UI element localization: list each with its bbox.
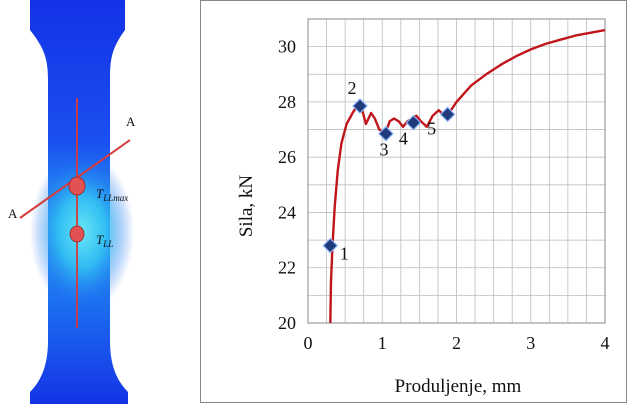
y-tick-label: 30 — [278, 37, 296, 57]
x-tick-label: 1 — [378, 333, 387, 353]
x-axis-label: Produljenje, mm — [395, 376, 522, 397]
label-tll-base: T — [96, 232, 104, 247]
section-label-a-left: A — [8, 206, 18, 221]
marker-point — [352, 98, 368, 114]
marker-point — [405, 114, 422, 131]
chart-border — [200, 0, 627, 403]
x-tick-label: 2 — [452, 333, 461, 353]
label-tllmax-base: T — [96, 186, 104, 201]
grid — [307, 18, 606, 324]
y-tick-label: 20 — [278, 313, 296, 333]
marker-label: 1 — [340, 244, 349, 264]
label-tll: TLL — [96, 232, 113, 249]
marker-label: 3 — [379, 140, 388, 160]
series-line — [329, 28, 606, 324]
y-tick-label: 28 — [278, 92, 296, 112]
marker-point — [439, 106, 456, 123]
point-tllmax — [68, 176, 86, 196]
marker-point — [378, 125, 394, 142]
x-tick-label: 3 — [526, 333, 535, 353]
marker-label: 4 — [399, 129, 408, 149]
thermal-image: A A TLLmax TLL — [8, 0, 136, 404]
plot-frame — [307, 18, 606, 324]
x-tick-label: 0 — [304, 333, 313, 353]
label-tllmax-sub: LLmax — [102, 193, 128, 203]
y-tick-label: 26 — [278, 147, 296, 167]
marker-point — [322, 237, 339, 254]
marker-label: 2 — [347, 78, 356, 98]
marker-label: 5 — [427, 118, 436, 138]
section-label-a-right: A — [126, 114, 136, 129]
label-tllmax: TLLmax — [96, 186, 128, 203]
point-tll — [69, 225, 85, 243]
x-tick-label: 4 — [601, 333, 610, 353]
y-tick-label: 24 — [278, 202, 296, 222]
markers: 1 2 345 — [322, 78, 456, 264]
y-axis-label: Sila, kN — [236, 175, 257, 238]
label-tll-sub: LL — [102, 239, 113, 249]
y-tick-label: 22 — [278, 258, 296, 278]
